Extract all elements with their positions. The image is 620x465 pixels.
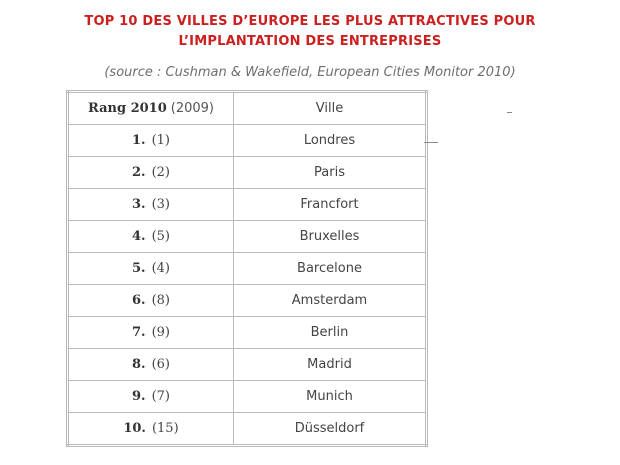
table-row: 7. (9) Berlin — [67, 316, 427, 349]
rank-cell: 8. (6) — [67, 348, 234, 381]
rank-2009: (7) — [151, 389, 170, 404]
source-caption: (source : Cushman & Wakefield, European … — [104, 65, 516, 80]
rank-2010: 9. — [132, 389, 146, 404]
table-row: 4. (5) Bruxelles — [67, 220, 427, 253]
rank-2009: (1) — [151, 133, 170, 148]
city-cell: Bruxelles — [233, 220, 427, 253]
rank-2009: (2) — [151, 165, 170, 180]
rank-cell: 5. (4) — [67, 252, 234, 285]
city-cell: Paris — [233, 156, 427, 189]
city-cell: Madrid — [233, 348, 427, 381]
stray-mark — [507, 112, 512, 113]
rank-2010: 1. — [132, 133, 146, 148]
table-row: 10. (15) Düsseldorf — [67, 412, 427, 446]
stray-mark — [424, 142, 438, 143]
rank-2009: (9) — [151, 325, 170, 340]
rank-2009: (4) — [151, 261, 170, 276]
rank-2009: (6) — [151, 357, 170, 372]
city-cell: Francfort — [233, 188, 427, 221]
table-row: 6. (8) Amsterdam — [67, 284, 427, 317]
table-row: 3. (3) Francfort — [67, 188, 427, 221]
rank-2009: (5) — [151, 229, 170, 244]
rank-2010: 10. — [123, 421, 146, 436]
table-header-row: Rang 2010 (2009) Ville — [67, 91, 427, 125]
title-line-2: L’IMPLANTATION DES ENTREPRISES — [178, 34, 442, 49]
table-row: 9. (7) Munich — [67, 380, 427, 413]
header-prev-label: (2009) — [170, 101, 214, 116]
city-cell: Londres — [233, 124, 427, 157]
rank-cell: 6. (8) — [67, 284, 234, 317]
rank-2009: (8) — [151, 293, 170, 308]
rank-2010: 5. — [132, 261, 146, 276]
rank-cell: 10. (15) — [67, 412, 234, 446]
rank-2010: 2. — [132, 165, 146, 180]
header-city-cell: Ville — [233, 91, 427, 125]
rank-cell: 3. (3) — [67, 188, 234, 221]
table-row: 5. (4) Barcelone — [67, 252, 427, 285]
page-title: TOP 10 DES VILLES D’EUROPE LES PLUS ATTR… — [0, 12, 620, 52]
rank-2010: 7. — [132, 325, 146, 340]
rank-2010: 6. — [132, 293, 146, 308]
rank-cell: 9. (7) — [67, 380, 234, 413]
rank-2010: 4. — [132, 229, 146, 244]
rank-2009: (3) — [151, 197, 170, 212]
rank-cell: 1. (1) — [67, 124, 234, 157]
ranking-table-body: Rang 2010 (2009) Ville 1. (1) Londres 2. (2) P… — [67, 91, 427, 446]
rank-2010: 8. — [132, 357, 146, 372]
rank-2010: 3. — [132, 197, 146, 212]
city-cell: Munich — [233, 380, 427, 413]
header-rank-cell: Rang 2010 (2009) — [67, 91, 234, 125]
header-rank-label: Rang 2010 — [87, 101, 167, 116]
rank-cell: 7. (9) — [67, 316, 234, 349]
rank-cell: 4. (5) — [67, 220, 234, 253]
table-row: 8. (6) Madrid — [67, 348, 427, 381]
title-line-1: TOP 10 DES VILLES D’EUROPE LES PLUS ATTR… — [84, 14, 536, 29]
city-cell: Barcelone — [233, 252, 427, 285]
rank-2009: (15) — [151, 421, 179, 436]
table-row: 2. (2) Paris — [67, 156, 427, 189]
ranking-table: Rang 2010 (2009) Ville 1. (1) Londres 2. (2) P… — [66, 90, 428, 447]
table-row: 1. (1) Londres — [67, 124, 427, 157]
city-cell: Berlin — [233, 316, 427, 349]
rank-cell: 2. (2) — [67, 156, 234, 189]
city-cell: Düsseldorf — [233, 412, 427, 446]
city-cell: Amsterdam — [233, 284, 427, 317]
